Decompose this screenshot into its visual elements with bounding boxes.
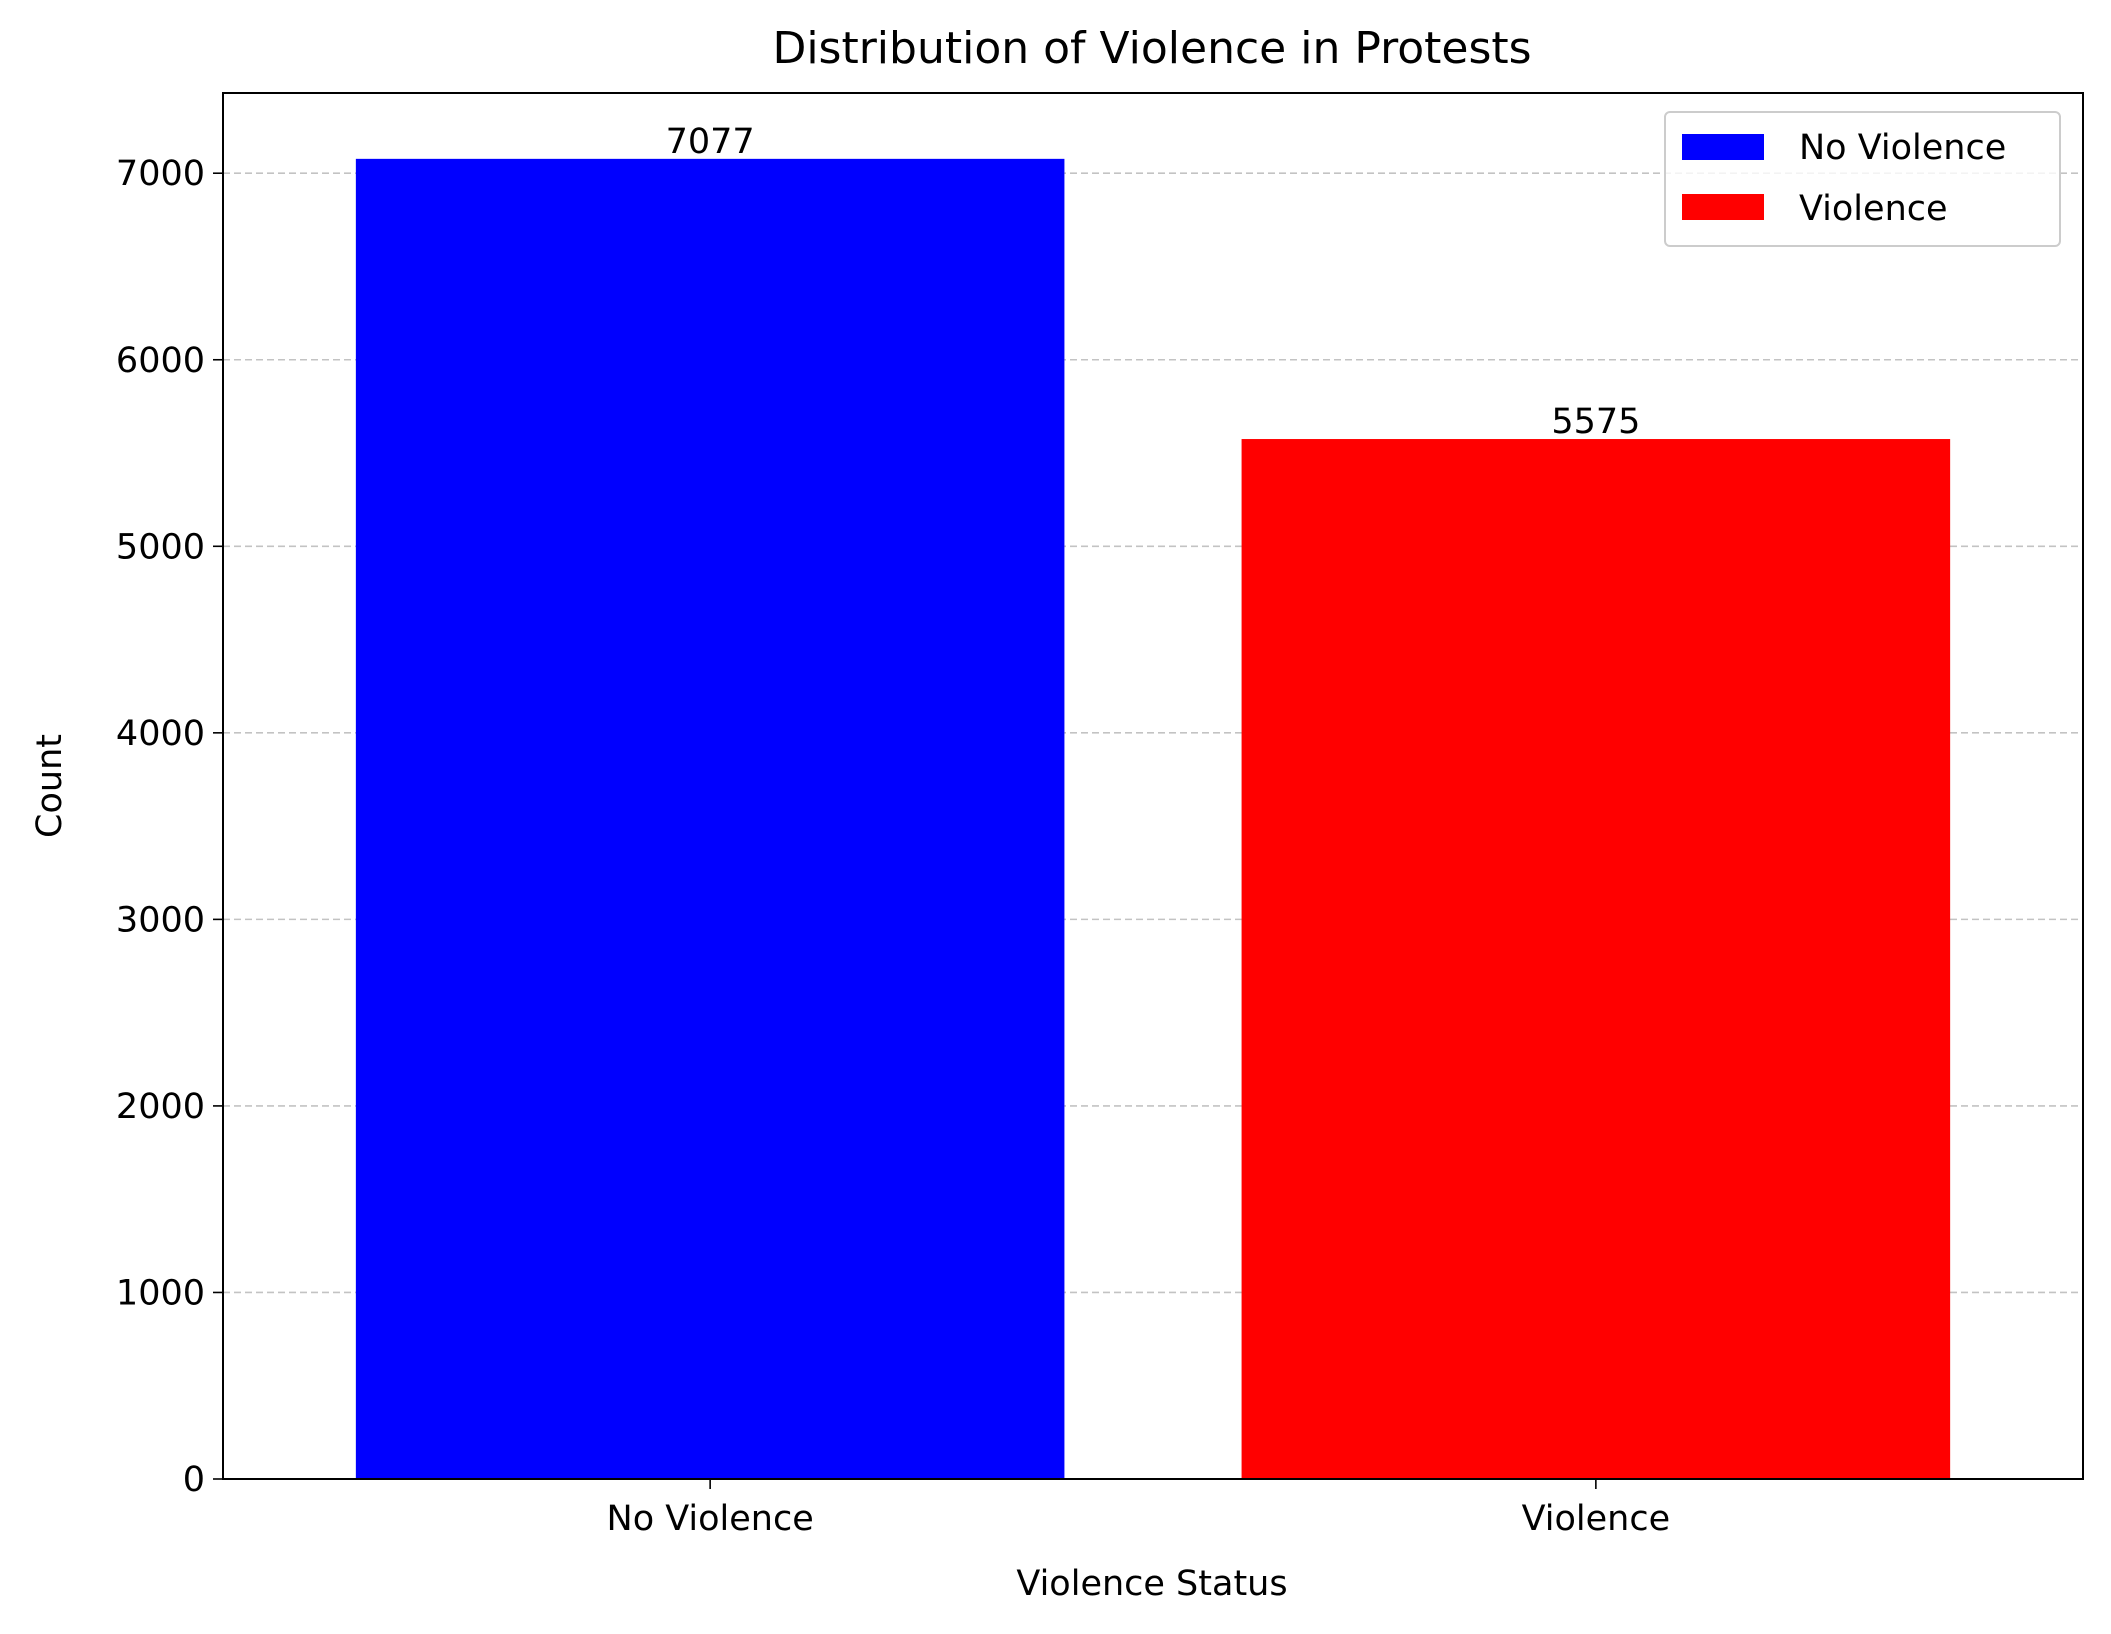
legend: No Violence Violence [1664,111,2061,247]
legend-label-violence: Violence [1799,189,1948,229]
y-axis-label: Count [30,734,70,838]
y-axis-ticks: 0 1000 2000 3000 4000 5000 6000 7000 [116,154,223,1500]
x-axis-label: Violence Status [1016,1564,1287,1604]
x-axis-ticks: No Violence Violence [607,1479,1671,1539]
bar-no-violence [355,158,1065,1479]
legend-swatch-violence [1682,194,1764,220]
y-tick-label: 0 [183,1460,205,1500]
bar-value-label-violence: 5575 [1551,402,1640,442]
bars [355,158,1951,1479]
chart-title: Distribution of Violence in Protests [772,23,1531,74]
y-tick-label: 4000 [116,714,205,754]
plot-frame [222,92,2084,1480]
bar-value-label-no-violence: 7077 [666,122,755,162]
y-tick-label: 6000 [116,341,205,381]
y-tick-label: 3000 [116,900,205,940]
y-tick-label: 7000 [116,154,205,194]
bar-violence [1241,439,1951,1479]
bar-value-labels: 7077 5575 [666,122,1641,442]
y-tick-label: 1000 [116,1273,205,1313]
x-tick-label-no-violence: No Violence [607,1499,814,1539]
y-tick-label: 5000 [116,527,205,567]
x-tick-label-violence: Violence [1522,1499,1671,1539]
legend-swatch-no-violence [1682,134,1764,160]
y-tick-label: 2000 [116,1087,205,1127]
legend-label-no-violence: No Violence [1799,128,2006,168]
